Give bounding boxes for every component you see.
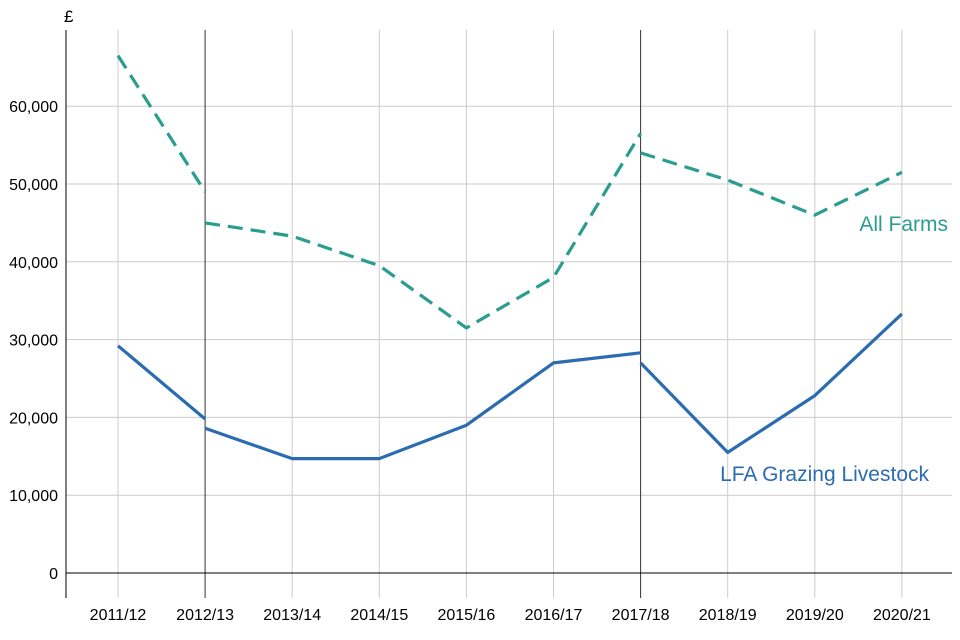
x-tick-label: 2018/19: [699, 607, 757, 624]
x-tick-label: 2017/18: [612, 607, 670, 624]
x-tick-label: 2014/15: [350, 607, 408, 624]
series: [116, 54, 903, 461]
series-line-lfa-grazing-livestock: [116, 344, 207, 421]
series-line-all-farms: [204, 132, 642, 330]
y-tick-label: 0: [49, 566, 58, 583]
series-line-lfa-grazing-livestock: [204, 351, 641, 461]
series-label: LFA Grazing Livestock: [720, 463, 929, 486]
x-tick-label: 2020/21: [873, 607, 931, 624]
y-tick-label: 60,000: [9, 99, 58, 116]
y-tick-label: 50,000: [9, 177, 58, 194]
grid: [66, 30, 952, 598]
labels: 0 10,000 20,000 30,000 40,000 50,000 60,000 201…: [9, 99, 948, 624]
series-line-all-farms: [116, 54, 207, 193]
y-tick-label: 40,000: [9, 255, 58, 272]
x-tick-label: 2013/14: [263, 607, 321, 624]
axes: [65, 30, 952, 598]
x-tick-label: 2011/12: [90, 607, 147, 624]
x-tick-label: 2012/13: [176, 607, 234, 624]
y-axis-unit-label: £: [64, 7, 74, 26]
x-tick-label: 2019/20: [786, 607, 844, 624]
y-tick-label: 30,000: [9, 333, 58, 350]
y-tick-label: 10,000: [9, 488, 58, 505]
y-tick-label: 20,000: [9, 410, 58, 427]
x-tick-label: 2016/17: [525, 607, 583, 624]
x-tick-label: 2015/16: [437, 607, 495, 624]
series-label: All Farms: [859, 213, 948, 236]
series-line-all-farms: [640, 151, 903, 217]
series-line-lfa-grazing-livestock: [639, 312, 903, 454]
